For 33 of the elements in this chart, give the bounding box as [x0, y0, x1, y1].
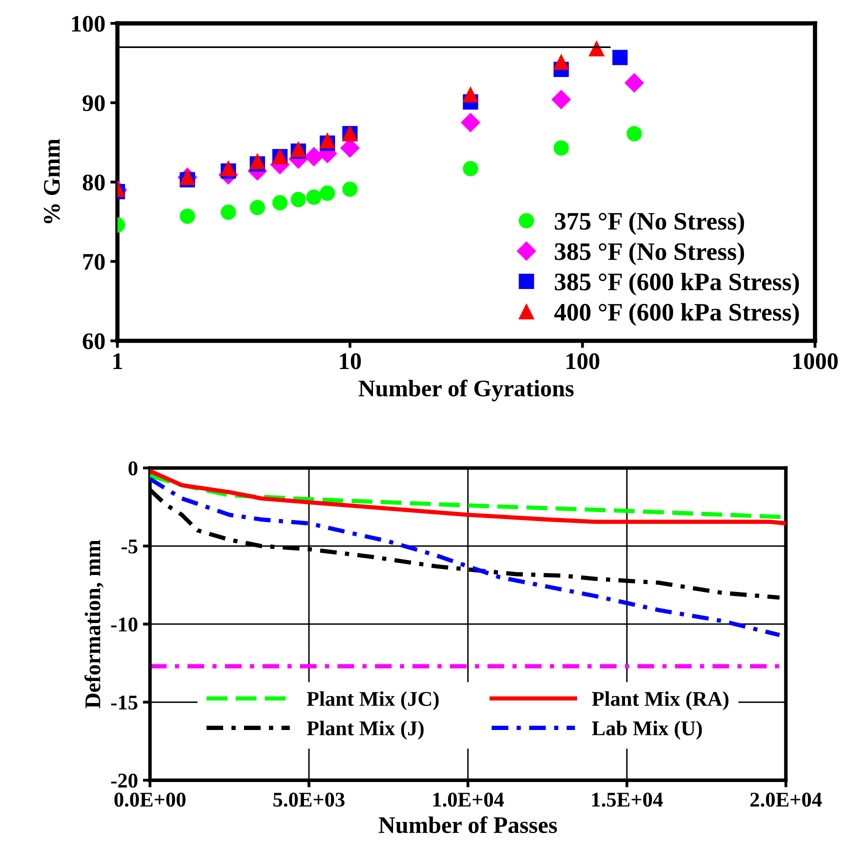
legend-label: 375 °F (No Stress) — [554, 212, 744, 235]
y-axis-title: Deformation, mm — [84, 540, 104, 708]
y-tick-label: -20 — [111, 774, 138, 788]
y-tick-label: 90 — [82, 95, 105, 112]
legend-label: Plant Mix (RA) — [592, 691, 728, 710]
y-tick-label: 0 — [128, 461, 138, 476]
x-tick-label: 2.0E+04 — [750, 792, 822, 807]
y-tick-label: 70 — [83, 254, 105, 270]
x-tick-label: 5.0E+03 — [273, 792, 345, 807]
y-tick-label: -10 — [111, 617, 138, 632]
line-series — [150, 476, 782, 638]
legend-label: Lab Mix (U) — [592, 720, 702, 740]
y-tick-label: -15 — [111, 696, 138, 710]
line-series — [150, 469, 786, 526]
legend-label: 385 °F (No Stress) — [554, 242, 744, 266]
legend-label: Plant Mix (J) — [306, 720, 424, 740]
y-tick-label: 100 — [72, 16, 105, 32]
legend-label: 385 °F (600 kPa Stress) — [554, 272, 799, 296]
x-tick-label: 1.5E+04 — [592, 792, 663, 807]
y-tick-label: 60 — [82, 333, 105, 350]
x-tick-label: 1000 — [793, 353, 838, 370]
x-tick-label: 0.0E+00 — [114, 792, 186, 807]
y-axis-title: % Gmm — [44, 138, 60, 224]
x-axis-title: Number of Passes — [378, 816, 557, 834]
x-tick-label: 10 — [340, 353, 361, 370]
x-tick-label: 1.0E+04 — [433, 792, 504, 807]
x-tick-label: 100 — [566, 353, 600, 370]
legend-label: 400 °F (600 kPa Stress) — [554, 303, 799, 326]
legend-label: Plant Mix (JC) — [306, 691, 439, 710]
x-axis-title: Number of Gyrations — [358, 380, 574, 402]
x-tick-label: 1 — [113, 353, 122, 369]
y-tick-label: -5 — [122, 540, 138, 554]
y-tick-label: 80 — [82, 174, 105, 191]
